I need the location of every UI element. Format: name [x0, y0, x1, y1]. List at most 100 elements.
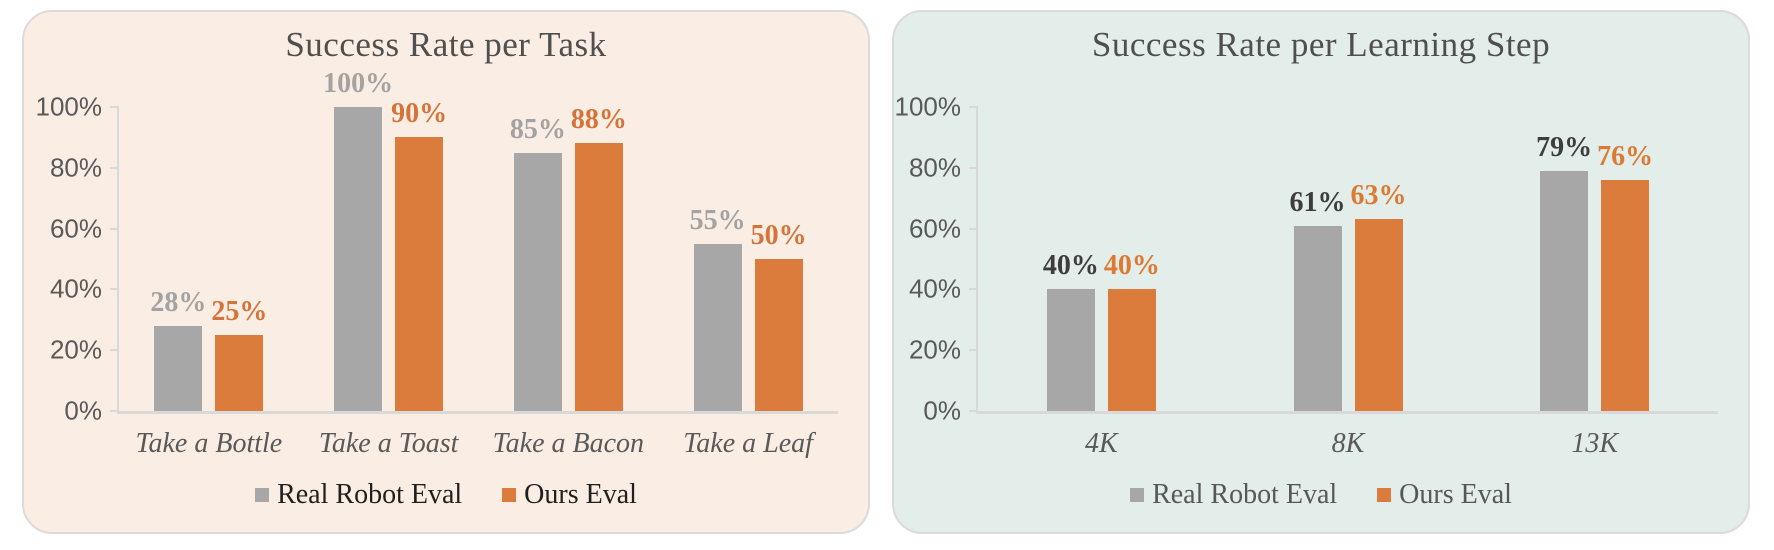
y-axis-tick-label: 20% [49, 334, 102, 365]
legend-label: Ours Eval [1399, 479, 1512, 510]
legend-label: Ours Eval [524, 479, 637, 510]
category-labels: Take a Bottle Take a Toast Take a Bacon Tak… [119, 428, 838, 460]
category-label: 13K [1571, 428, 1619, 459]
bar-ours-eval [754, 259, 803, 411]
bar-column: 100% [323, 68, 393, 411]
y-axis-tick-label: 20% [908, 334, 961, 365]
y-axis-tick-label: 0% [923, 395, 961, 426]
y-axis-tick-label: 60% [908, 213, 961, 244]
bar-column: 25% [211, 107, 267, 411]
plot-area: 100% 80% 60% 40% 20% 0% 28% 25% 100% 90% 85% 88% 55%… [36, 68, 838, 459]
bar-value-label: 79% [1536, 131, 1593, 163]
legend-item: Ours Eval [502, 479, 637, 511]
y-axis-tick-mark [969, 288, 978, 291]
bar-real-robot-eval [334, 107, 383, 411]
y-axis-tick-label: 60% [49, 213, 102, 244]
panel-success-rate-per-task: Success Rate per Task 100% 80% 60% 40% 20% 0%… [22, 10, 870, 534]
bar-groups: 28% 25% 100% 90% 85% 88% 55% 50% [119, 68, 838, 411]
bar-value-label: 40% [1042, 250, 1099, 282]
category-label: Take a Bottle [135, 428, 283, 459]
y-axis-tick-label: 80% [49, 152, 102, 183]
bar-real-robot-eval [693, 243, 742, 411]
y-axis-tick-label: 100% [894, 91, 962, 122]
bar-column: 40% [1104, 107, 1160, 411]
bar-column: 79% [1536, 107, 1592, 411]
category-label: Take a Bacon [492, 428, 645, 459]
y-axis-tick-mark [110, 410, 119, 412]
bar-group: 79% 76% [1471, 107, 1718, 411]
bar-value-label: 76% [1597, 140, 1654, 172]
y-axis-tick-label: 100% [35, 91, 103, 122]
y-axis-tick-mark [110, 106, 119, 108]
bar-ours-eval [395, 137, 444, 411]
legend: Real Robot Eval Ours Eval [24, 479, 868, 511]
plot-area: 100% 80% 60% 40% 20% 0% 40% 40% 61% 63% 79% 76% 4K 8K… [895, 92, 1718, 459]
bar-value-label: 28% [150, 286, 207, 318]
bar-ours-eval [1107, 289, 1156, 411]
bar-value-label: 88% [570, 104, 627, 136]
bar-group: 61% 63% [1225, 107, 1472, 411]
legend-item: Ours Eval [1377, 479, 1512, 511]
bar-column: 50% [751, 107, 807, 411]
y-axis-tick-label: 80% [908, 152, 961, 183]
y-axis-tick-mark [969, 227, 978, 230]
y-axis-tick-mark [969, 349, 978, 352]
y-axis-tick-label: 0% [64, 395, 102, 426]
bar-value-label: 50% [750, 220, 807, 251]
bar-value-label: 90% [391, 98, 448, 130]
bar-value-label: 100% [323, 68, 394, 99]
bar-value-label: 85% [509, 113, 566, 145]
legend-swatch [1377, 488, 1392, 502]
legend: Real Robot Eval Ours Eval [894, 479, 1748, 511]
bar-column: 55% [690, 107, 746, 411]
bar-real-robot-eval [1293, 225, 1342, 411]
bar-real-robot-eval [1046, 289, 1095, 411]
y-axis-tick-mark [969, 166, 978, 169]
bar-value-label: 63% [1350, 180, 1407, 212]
legend-item: Real Robot Eval [1130, 479, 1337, 511]
bar-value-label: 25% [211, 296, 268, 327]
bar-column: 88% [571, 104, 627, 411]
y-axis-tick-mark [110, 349, 119, 352]
bar-group: 100% 90% [299, 68, 479, 411]
bar-value-label: 40% [1103, 250, 1160, 282]
y-axis-tick-label: 40% [908, 273, 961, 304]
legend-label: Real Robot Eval [1152, 479, 1338, 510]
y-axis-tick-mark [110, 227, 119, 230]
category-label: Take a Toast [318, 428, 459, 459]
bar-ours-eval [1601, 179, 1650, 411]
y-axis-tick-mark [969, 106, 978, 108]
legend-swatch [255, 488, 270, 502]
y-axis-tick-mark [969, 410, 978, 412]
bar-groups: 40% 40% 61% 63% 79% 76% [978, 107, 1718, 411]
bar-ours-eval [574, 143, 623, 411]
chart-title: Success Rate per Learning Step [1091, 25, 1551, 64]
bar-column: 40% [1043, 107, 1099, 411]
bar-column: 76% [1597, 107, 1653, 411]
bar-value-label: 55% [689, 204, 746, 236]
bar-column: 61% [1290, 107, 1346, 411]
bar-group: 55% 50% [658, 107, 838, 411]
bar-real-robot-eval [1540, 170, 1589, 411]
panel-success-rate-per-learning-step: Success Rate per Learning Step 100% 80% 60… [892, 10, 1750, 534]
legend-swatch [1130, 488, 1145, 502]
legend-item: Real Robot Eval [255, 479, 462, 511]
category-label: Take a Leaf [683, 428, 813, 459]
bar-ours-eval [1354, 219, 1403, 411]
bar-ours-eval [215, 335, 264, 411]
bar-column: 63% [1351, 107, 1407, 411]
bar-real-robot-eval [513, 152, 562, 411]
bar-value-label: 61% [1289, 186, 1346, 218]
bar-group: 28% 25% [119, 107, 299, 411]
bar-column: 90% [391, 98, 447, 411]
category-label: 4K [1084, 428, 1118, 459]
legend-label: Real Robot Eval [277, 479, 463, 510]
bar-group: 40% 40% [978, 107, 1225, 411]
category-labels: 4K 8K 13K [978, 428, 1718, 460]
y-axis-tick-mark [110, 288, 119, 291]
bar-real-robot-eval [154, 325, 203, 411]
bar-column: 85% [510, 107, 566, 411]
legend-swatch [502, 488, 517, 502]
bar-group: 85% 88% [479, 104, 659, 411]
